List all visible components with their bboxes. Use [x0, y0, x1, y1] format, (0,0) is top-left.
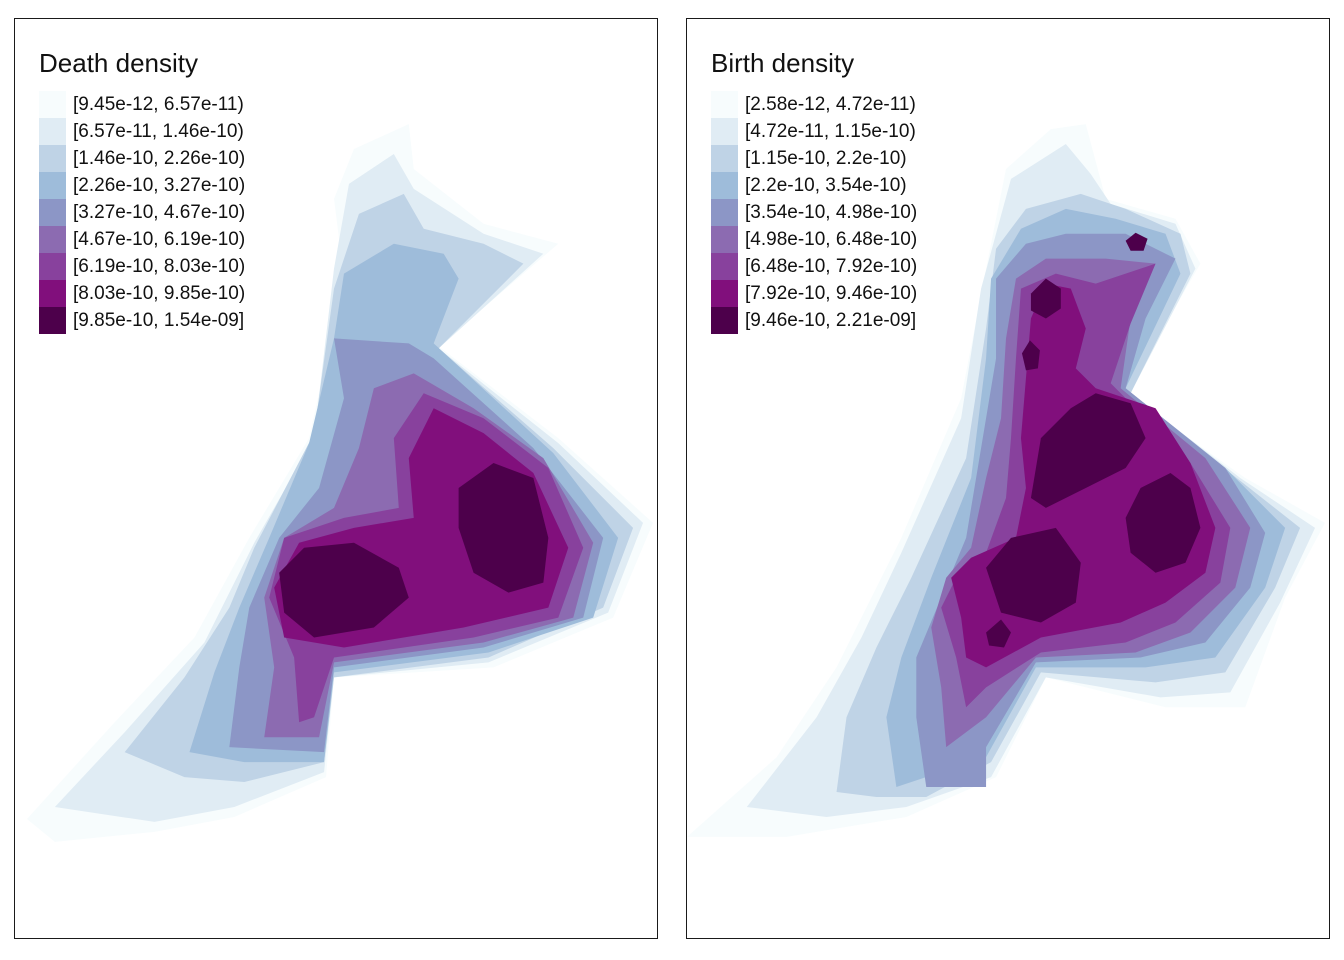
legend-item: [1.46e-10, 2.26e-10): [39, 145, 245, 172]
legend-swatch: [39, 118, 66, 145]
legend-item: [9.45e-12, 6.57e-11): [39, 91, 245, 118]
legend-item: [9.85e-10, 1.54e-09]: [39, 307, 245, 334]
legend-swatch: [39, 91, 66, 118]
legend-label: [9.45e-12, 6.57e-11): [73, 93, 244, 115]
legend-label: [2.26e-10, 3.27e-10): [73, 174, 246, 196]
density-area: [687, 124, 1326, 837]
legend-item: [9.46e-10, 2.21e-09]: [711, 307, 917, 334]
death-density-map-panel: Death density [9.45e-12, 6.57e-11) [6.57…: [14, 18, 658, 939]
density-class-9a: [279, 542, 409, 638]
legend-item: [2.26e-10, 3.27e-10): [39, 172, 245, 199]
legend-swatch: [39, 199, 66, 226]
legend-rows: [9.45e-12, 6.57e-11) [6.57e-11, 1.46e-10…: [39, 91, 245, 334]
legend-swatch: [39, 307, 66, 334]
legend-label: [1.15e-10, 2.2e-10): [745, 147, 907, 169]
legend-item: [2.58e-12, 4.72e-11): [711, 91, 917, 118]
legend-label: [3.27e-10, 4.67e-10): [73, 201, 246, 223]
density-area: [26, 124, 654, 842]
map-legend: Death density [9.45e-12, 6.57e-11) [6.57…: [39, 47, 245, 334]
legend-item: [4.98e-10, 6.48e-10): [711, 226, 917, 253]
legend-swatch: [711, 145, 738, 172]
legend-item: [1.15e-10, 2.2e-10): [711, 145, 917, 172]
legend-label: [2.58e-12, 4.72e-11): [745, 93, 916, 115]
legend-swatch: [711, 91, 738, 118]
density-class-9f: [1125, 232, 1148, 251]
legend-label: [2.2e-10, 3.54e-10): [745, 174, 907, 196]
legend-label: [3.54e-10, 4.98e-10): [745, 201, 918, 223]
birth-density-map: [687, 124, 1326, 837]
legend-swatch: [39, 145, 66, 172]
legend-item: [3.27e-10, 4.67e-10): [39, 199, 245, 226]
legend-swatch: [39, 226, 66, 253]
legend-item: [6.57e-11, 1.46e-10): [39, 118, 245, 145]
legend-swatch: [711, 199, 738, 226]
legend-item: [7.92e-10, 9.46e-10): [711, 280, 917, 307]
legend-label: [8.03e-10, 9.85e-10): [73, 282, 246, 304]
legend-item: [2.2e-10, 3.54e-10): [711, 172, 917, 199]
density-class-9g: [986, 619, 1011, 648]
density-class-9d: [1030, 278, 1061, 319]
legend-swatch: [711, 280, 738, 307]
legend-label: [9.85e-10, 1.54e-09]: [73, 309, 245, 331]
legend-label: [4.98e-10, 6.48e-10): [745, 228, 918, 250]
legend-swatch: [711, 118, 738, 145]
legend-title: Death density: [39, 48, 198, 78]
density-class-9a: [986, 527, 1081, 623]
legend-label: [1.46e-10, 2.26e-10): [73, 147, 246, 169]
legend-label: [7.92e-10, 9.46e-10): [745, 282, 918, 304]
death-density-map: [26, 124, 654, 842]
legend-item: [4.72e-11, 1.15e-10): [711, 118, 917, 145]
legend-label: [4.67e-10, 6.19e-10): [73, 228, 246, 250]
legend-swatch: [711, 172, 738, 199]
legend-item: [3.54e-10, 4.98e-10): [711, 199, 917, 226]
legend-rows: [2.58e-12, 4.72e-11) [4.72e-11, 1.15e-10…: [711, 91, 917, 334]
legend-swatch: [711, 253, 738, 280]
legend-label: [6.19e-10, 8.03e-10): [73, 255, 246, 277]
legend-swatch: [711, 307, 738, 334]
legend-swatch: [711, 226, 738, 253]
density-class-9b: [458, 463, 549, 593]
density-class-9b: [1030, 393, 1146, 508]
legend-label: [9.46e-10, 2.21e-09]: [745, 309, 917, 331]
legend-title: Birth density: [711, 48, 855, 78]
legend-item: [4.67e-10, 6.19e-10): [39, 226, 245, 253]
legend-swatch: [39, 280, 66, 307]
legend-item: [8.03e-10, 9.85e-10): [39, 280, 245, 307]
legend-swatch: [39, 253, 66, 280]
birth-density-map-panel: Birth density [2.58e-12, 4.72e-11) [4.72…: [686, 18, 1330, 939]
map-legend: Birth density [2.58e-12, 4.72e-11) [4.72…: [711, 47, 917, 334]
legend-label: [6.48e-10, 7.92e-10): [745, 255, 918, 277]
legend-item: [6.48e-10, 7.92e-10): [711, 253, 917, 280]
density-class-9c: [1125, 473, 1201, 573]
legend-label: [4.72e-11, 1.15e-10): [745, 120, 916, 142]
legend-item: [6.19e-10, 8.03e-10): [39, 253, 245, 280]
legend-swatch: [39, 172, 66, 199]
density-class-9e: [1021, 340, 1040, 371]
legend-label: [6.57e-11, 1.46e-10): [73, 120, 244, 142]
